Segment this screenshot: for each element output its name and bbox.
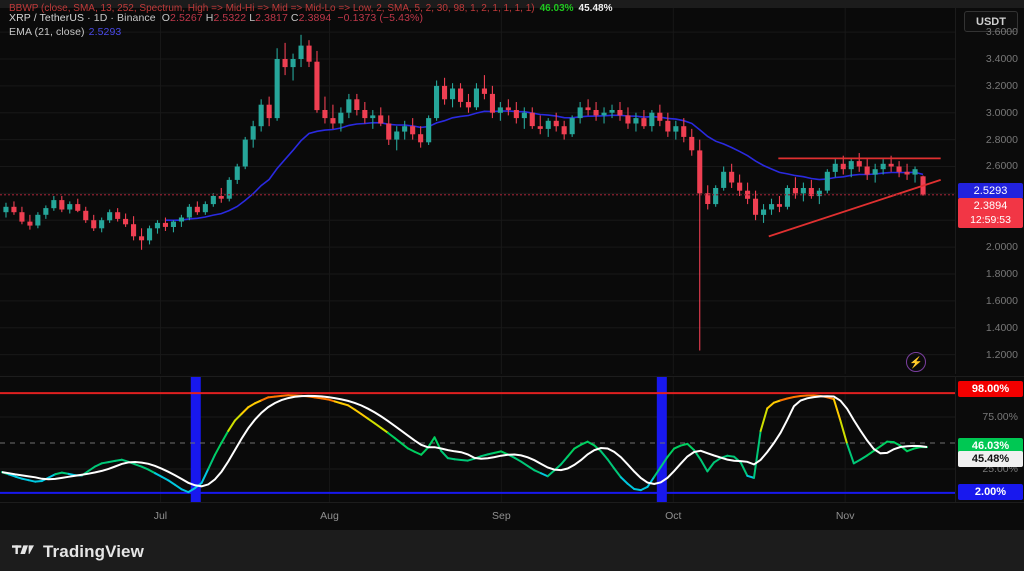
legend-close-value: 2.3894	[298, 12, 332, 24]
legend-open-label: O	[161, 12, 171, 24]
price-axis-tick: 1.2000	[985, 348, 1018, 361]
price-chart-canvas	[0, 8, 955, 374]
price-chart-pane[interactable]	[0, 8, 955, 374]
top-toolbar-strip	[0, 0, 1024, 8]
legend-symbol[interactable]: XRP / TetherUS	[9, 12, 85, 24]
current-price-value: 2.3894	[973, 200, 1008, 212]
price-axis-tick: 1.8000	[985, 267, 1018, 280]
time-axis[interactable]: Jul Aug Sep Oct Nov	[0, 502, 1024, 530]
legend-low-value: 2.3817	[255, 12, 288, 24]
footer-bar: TradingView	[0, 530, 1024, 571]
price-axis-tick: 1.6000	[985, 294, 1018, 307]
bbwp-legend-title: BBWP (close, SMA, 13, 252, Spectrum, Hig…	[9, 3, 535, 14]
price-axis-tick: 3.6000	[985, 26, 1018, 39]
legend-low-label: L	[249, 12, 256, 24]
current-price-tag: 2.3894 12:59:53	[958, 198, 1023, 228]
chart-legend-main: XRP / TetherUS · 1D · Binance O2.5267 H2…	[9, 12, 423, 24]
bbwp-legend-value: 46.03%	[539, 3, 574, 14]
price-axis-tick: 2.6000	[985, 160, 1018, 173]
bbwp-axis-tick: 75.00%	[982, 411, 1018, 423]
time-axis-tick: Aug	[320, 510, 339, 522]
currency-button[interactable]: USDT	[964, 11, 1018, 32]
legend-sep-1: ·	[84, 12, 94, 24]
lightning-bolt-icon[interactable]: ⚡	[906, 352, 926, 372]
tradingview-mark-icon	[12, 545, 34, 554]
legend-high-label: H	[205, 12, 214, 24]
ema-price-tag: 2.5293	[958, 183, 1023, 199]
legend-interval[interactable]: 1D	[93, 12, 108, 24]
ema-legend-label: EMA (21, close)	[9, 26, 85, 38]
legend-exchange[interactable]: Binance	[117, 12, 156, 24]
time-axis-tick: Sep	[492, 510, 511, 522]
tradingview-wordmark: TradingView	[43, 542, 144, 561]
bbwp-axis[interactable]: 75.00% 25.00% 98.00% 46.03% 45.48% 2.00%	[955, 376, 1024, 502]
price-axis-tick: 2.0000	[985, 241, 1018, 254]
legend-change: −0.1373 (−5.43%)	[337, 12, 424, 24]
bbwp-legend[interactable]: BBWP (close, SMA, 13, 252, Spectrum, Hig…	[9, 3, 612, 14]
time-axis-tick: Oct	[665, 510, 682, 522]
price-axis[interactable]: USDT 3.6000 3.4000 3.2000 3.0000 2.8000 2.600…	[955, 8, 1024, 374]
chart-legend-ema[interactable]: EMA (21, close) 2.5293	[9, 26, 121, 38]
bbwp-legend-ma-value: 45.48%	[578, 3, 613, 14]
price-axis-tick: 2.8000	[985, 133, 1018, 146]
legend-close-label: C	[290, 12, 299, 24]
bbwp-ma-tag: 45.48%	[958, 451, 1023, 467]
price-axis-tick: 3.2000	[985, 79, 1018, 92]
legend-open-value: 2.5267	[170, 12, 203, 24]
ema-legend-value: 2.5293	[88, 26, 122, 38]
time-axis-tick: Jul	[153, 510, 168, 522]
price-axis-tick: 3.0000	[985, 106, 1018, 119]
bbwp-value-tag: 46.03%	[958, 438, 1023, 454]
bar-countdown: 12:59:53	[970, 214, 1011, 226]
bbwp-canvas	[0, 377, 955, 502]
bbwp-upper-band-tag: 98.00%	[958, 381, 1023, 397]
tradingview-logo[interactable]: TradingView	[12, 542, 144, 562]
price-axis-tick: 3.4000	[985, 52, 1018, 65]
legend-sep-2: ·	[107, 12, 118, 24]
legend-high-value: 2.5322	[213, 12, 247, 24]
time-axis-tick: Nov	[835, 510, 855, 522]
bbwp-indicator-pane[interactable]	[0, 376, 955, 502]
price-axis-tick: 1.4000	[985, 321, 1018, 334]
bbwp-lower-band-tag: 2.00%	[958, 484, 1023, 500]
